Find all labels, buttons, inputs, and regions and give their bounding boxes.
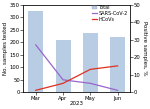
Bar xyxy=(56,40,70,92)
Bar xyxy=(28,11,43,92)
X-axis label: 2023: 2023 xyxy=(70,101,84,106)
Y-axis label: No. samples tested: No. samples tested xyxy=(3,22,8,75)
Y-axis label: Positive samples, %: Positive samples, % xyxy=(142,21,147,76)
Bar xyxy=(110,37,125,92)
Legend: Total, SARS-CoV-2, HCoVs: Total, SARS-CoV-2, HCoVs xyxy=(92,5,128,22)
Bar xyxy=(83,33,98,92)
